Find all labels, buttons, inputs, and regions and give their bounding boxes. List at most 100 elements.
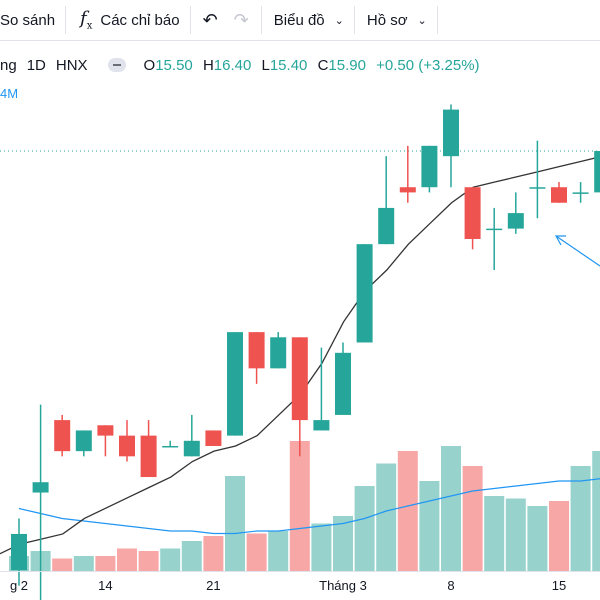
volume-bar [117,548,137,571]
candle-body [11,533,27,571]
candle-body [594,151,600,193]
candle-body [162,445,179,448]
candle-body [443,109,459,157]
redo-icon[interactable]: ↷ [233,9,249,30]
time-axis-label: g 2 [9,578,29,593]
volume-bar [549,501,569,571]
chevron-down-icon: ⌄ [334,14,344,27]
volume-bar [138,551,159,571]
volume-bar [160,548,181,571]
candle-body [227,332,243,436]
candle-body [378,207,395,245]
volume-bar [73,556,94,571]
volume-bar [181,541,202,571]
series-legend: ng 1D HNX O15.50 H16.40 L15.40 C15.90 +0… [0,52,480,78]
chart-type-label: Biểu đồ [273,11,325,29]
time-axis-label: 14 [98,578,113,593]
volume-bar [592,451,600,571]
indicators-button[interactable]: fx Các chỉ báo [66,0,190,40]
candle-body [356,244,373,343]
candle-body [75,430,92,452]
candle-body [464,187,481,239]
volume-bar [311,523,332,571]
time-axis-label: Tháng 3 [319,578,367,593]
close-value: 15.90 [328,56,366,74]
candle-body [399,187,416,193]
candle-body [183,440,200,457]
toolbar-divider [353,6,355,34]
chart-type-dropdown[interactable]: Biểu đồ ⌄ [262,0,354,40]
low-value: 15.40 [269,56,308,74]
candle-body [140,435,157,478]
candle-body [54,420,71,452]
volume-bar [376,463,397,571]
candle-body [270,337,287,369]
time-axis-line [0,571,600,572]
exchange-label: HNX [55,56,88,74]
volume-bar [289,441,310,571]
candle-body [529,187,546,189]
arrow-drawing-head [554,235,566,246]
chevron-down-icon: ⌄ [417,14,427,27]
volume-bar [246,533,267,571]
time-axis-label: 15 [551,578,567,593]
candle-body [205,430,222,446]
candle-body [551,187,567,203]
ohlc-values: O15.50 H16.40 L15.40 C15.90 +0.50 (+3.25… [144,57,480,74]
time-axis-label: 8 [447,578,455,593]
candle-body [421,145,438,188]
volume-bar [52,558,73,571]
volume-bar [225,476,245,571]
volume-legend: 4M [0,86,19,101]
volume-bar [333,516,353,571]
candle-body [335,352,351,415]
volume-bar [268,531,289,571]
function-icon: fx [80,8,93,32]
toolbar-divider [65,6,67,34]
compare-label: So sánh [0,11,56,29]
top-toolbar: So sánh fx Các chỉ báo ↶ ↷ Biểu đồ ⌄ Hồ … [0,0,600,41]
close-key: C [317,56,329,74]
high-value: 16.40 [213,56,252,74]
volume-bar [505,498,526,571]
profile-dropdown[interactable]: Hồ sơ ⌄ [355,0,437,40]
volume-bar [203,536,224,571]
collapse-legend-icon[interactable] [107,58,126,72]
volume-bar [570,466,591,571]
volume-bar [462,466,483,571]
candle-body [486,228,503,231]
profile-label: Hồ sơ [366,11,408,29]
volume-bar [419,481,440,571]
volume-bar [441,446,461,571]
change-value: +0.50 (+3.25%) [376,56,480,74]
arrow-drawing-line [555,235,600,267]
toolbar-divider [436,6,438,34]
open-key: O [143,56,156,74]
low-key: L [261,56,270,74]
symbol-name[interactable]: ng [0,56,17,74]
compare-button[interactable]: So sánh [0,0,65,40]
candle-body [32,482,49,493]
toolbar-divider [260,6,262,34]
volume-bar [397,451,418,571]
candle-body [248,332,265,369]
candle-body [291,337,308,421]
volume-bar [354,486,375,571]
toolbar-divider [189,6,191,34]
candle-body [507,213,524,229]
volume-ma-line [18,478,600,535]
candle-body [97,425,114,436]
volume-bar [95,556,116,571]
volume-bar [527,506,548,571]
time-axis-label: 21 [206,578,221,593]
candle-body [313,420,330,431]
undo-redo-group: ↶ ↷ [191,0,261,40]
candle-body [572,192,589,194]
high-key: H [202,56,214,74]
volume-bar [484,496,505,571]
open-value: 15.50 [155,56,193,74]
interval-label[interactable]: 1D [26,56,46,74]
candle-body [119,435,135,457]
undo-icon[interactable]: ↶ [202,9,218,30]
